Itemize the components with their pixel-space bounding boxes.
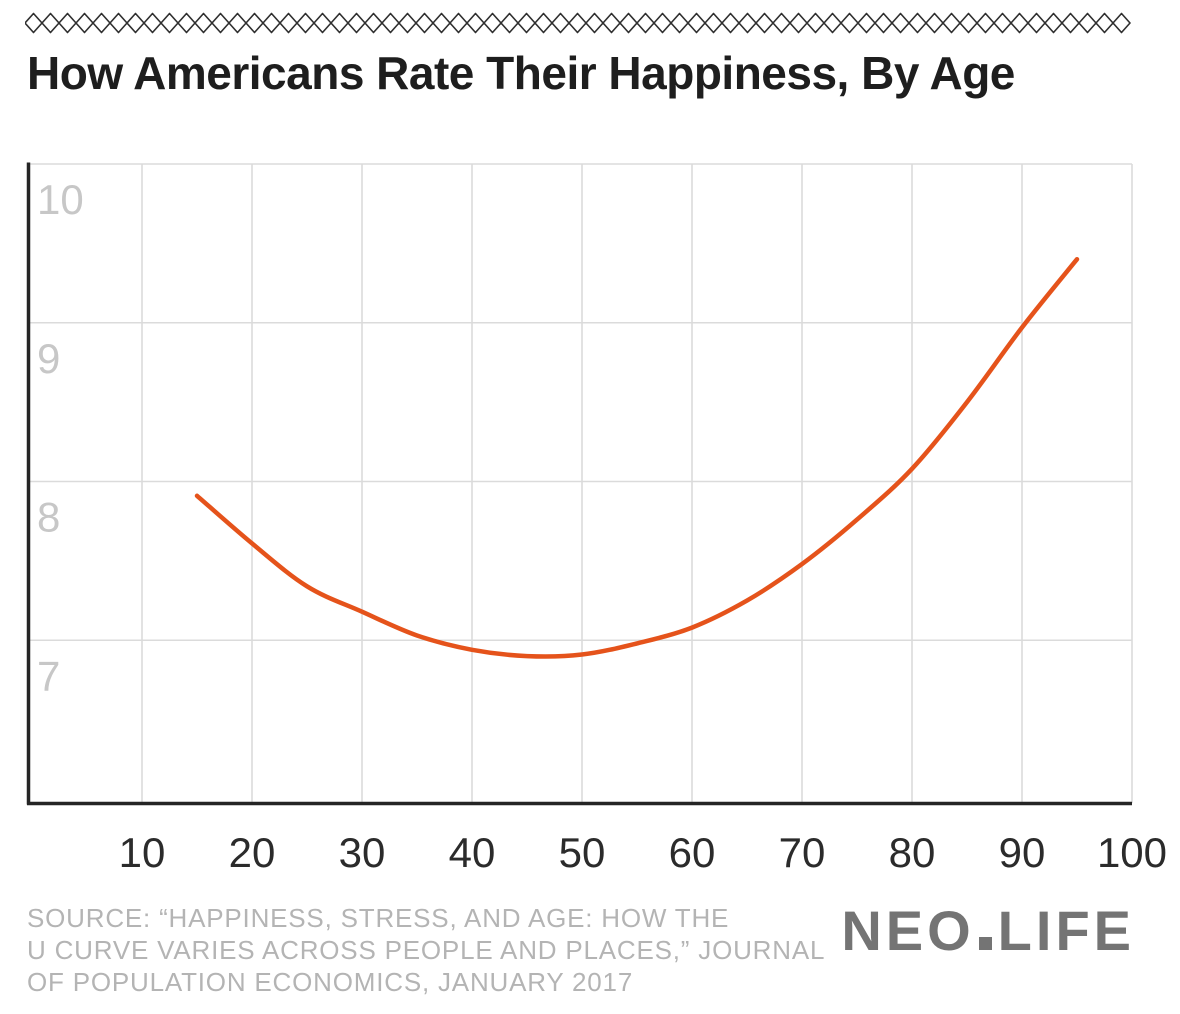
x-tick-label: 20: [229, 829, 276, 876]
x-tick-label: 30: [339, 829, 386, 876]
y-tick-label: 10: [37, 176, 84, 223]
x-tick-label: 100: [1097, 829, 1167, 876]
y-tick-label: 9: [37, 335, 60, 382]
y-tick-label: 7: [37, 652, 60, 699]
source-line: SOURCE: “HAPPINESS, STRESS, AND AGE: HOW…: [27, 903, 730, 933]
diamond-shape: [25, 12, 1131, 34]
x-tick-label: 40: [449, 829, 496, 876]
x-tick-label: 70: [779, 829, 826, 876]
x-tick-label: 50: [559, 829, 606, 876]
logo-text-life: LIFE: [997, 899, 1135, 962]
neolife-logo: NEO LIFE: [841, 903, 1135, 959]
source-line: OF POPULATION ECONOMICS, JANUARY 2017: [27, 967, 634, 997]
happiness-curve: [194, 256, 1080, 659]
x-tick-label: 10: [119, 829, 166, 876]
x-tick-label: 60: [669, 829, 716, 876]
diamond-border-ornament: [25, 12, 1131, 34]
chart-title: How Americans Rate Their Happiness, By A…: [27, 47, 1015, 99]
source-attribution: SOURCE: “HAPPINESS, STRESS, AND AGE: HOW…: [27, 902, 825, 998]
y-tick-label: 8: [37, 494, 60, 541]
logo-text-neo: NEO: [841, 899, 975, 962]
logo-square-dot-icon: [978, 937, 992, 950]
source-line: U CURVE VARIES ACROSS PEOPLE AND PLACES,…: [27, 935, 826, 965]
x-tick-label: 90: [999, 829, 1046, 876]
x-tick-label: 80: [889, 829, 936, 876]
